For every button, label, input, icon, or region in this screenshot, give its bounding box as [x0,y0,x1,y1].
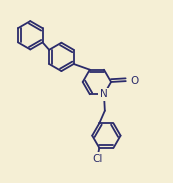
Text: Cl: Cl [92,154,103,164]
Text: O: O [130,76,138,86]
Text: N: N [100,89,108,99]
